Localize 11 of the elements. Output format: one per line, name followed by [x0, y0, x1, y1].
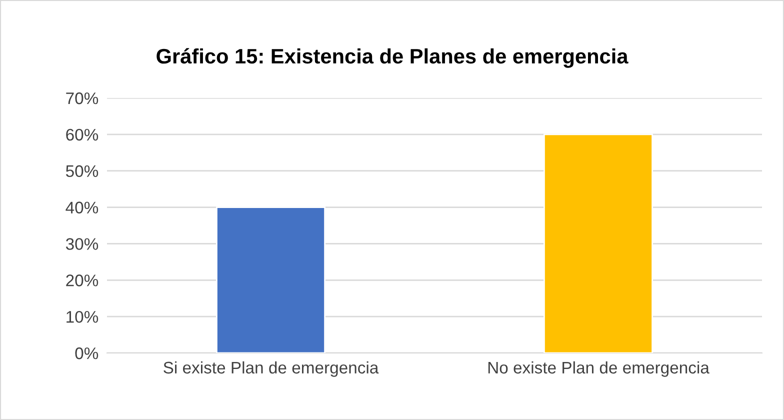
x-tick-label: No existe Plan de emergencia — [488, 361, 710, 377]
y-tick-label: 20% — [66, 274, 98, 286]
y-tick-label: 50% — [66, 165, 98, 178]
chart-title: Gráfico 15: Existencia de Planes de emergencia — [156, 48, 628, 68]
x-tick-label: Si existe Plan de emergencia — [164, 361, 379, 377]
y-tick-label: 60% — [66, 128, 98, 141]
y-tick-label: 0% — [75, 347, 98, 360]
y-tick-label: 70% — [66, 92, 98, 104]
y-tick-label: 40% — [66, 202, 98, 214]
y-tick-label: 10% — [66, 310, 98, 323]
y-tick-label: 30% — [66, 238, 98, 250]
